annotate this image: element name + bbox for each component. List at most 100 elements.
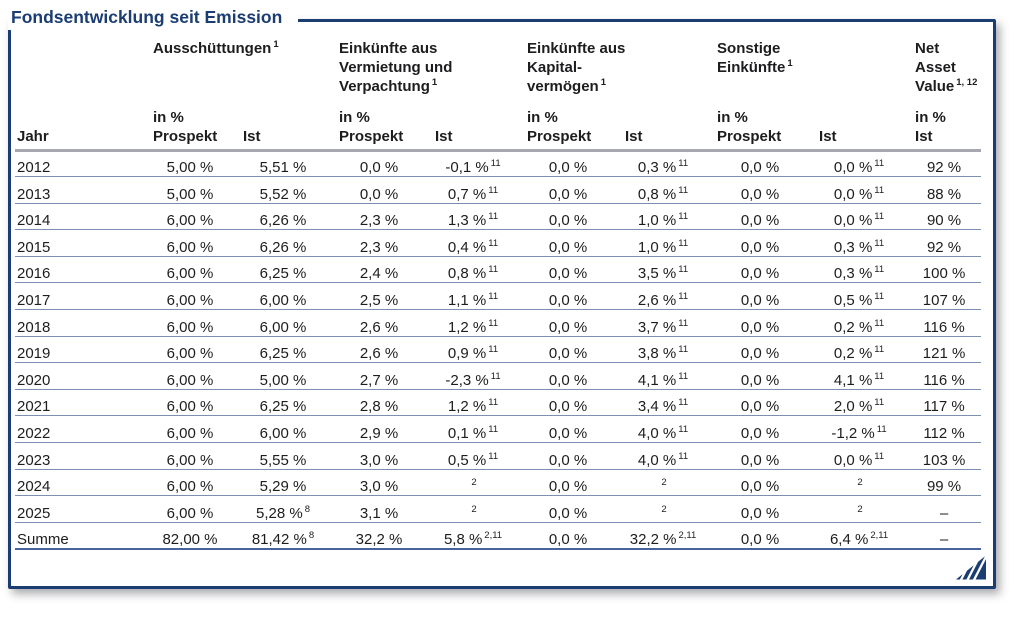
group-header-spacer: [15, 22, 145, 104]
value-cell: 1,0 % 11: [637, 211, 689, 230]
footnote-marker: 11: [678, 450, 689, 462]
table-row: 2018 6,00 % 6,00 % 2,6 % 1,2 % 11 0,0 % 3,7 % 11…: [15, 309, 982, 337]
group-header-net-asset-value: Net Asset Value 1, 12: [915, 40, 978, 96]
value-cell: 0,0 %: [548, 345, 588, 363]
value-cell: 3,0 %: [359, 451, 399, 469]
value-cell: 6,00 %: [259, 425, 307, 443]
value-cell: 5,00 %: [259, 371, 307, 389]
value-cell: 0,0 %: [740, 398, 780, 416]
year-cell: 2022: [17, 425, 51, 443]
value-cell: 112 %: [923, 425, 965, 443]
year-cell: 2021: [17, 398, 51, 416]
value-cell: 1,2 % 11: [447, 317, 499, 336]
in-percent-label: in %: [153, 109, 184, 126]
footnote-marker: 11: [488, 184, 499, 196]
value-cell: –: [939, 504, 949, 522]
in-percent-label: in %: [915, 109, 946, 126]
footnote-marker: 2: [857, 477, 863, 489]
value-cell: 0,0 % 11: [833, 184, 885, 203]
value-cell: 2,4 %: [359, 265, 399, 283]
value-cell: 0,3 % 11: [637, 158, 689, 177]
value-cell: 0,0 %: [740, 292, 780, 310]
col-header-ist: Ist: [915, 127, 933, 145]
footnote-marker: 11: [678, 291, 689, 303]
footnote-marker: 11: [874, 291, 885, 303]
table-row: 2013 5,00 % 5,52 % 0,0 % 0,7 % 11 0,0 % 0,8 % 11…: [15, 176, 982, 204]
col-header-ist: Ist: [819, 127, 837, 145]
footnote-marker: 11: [874, 184, 885, 196]
footnote-marker: 11: [678, 237, 689, 249]
value-cell: 0,0 %: [740, 159, 780, 177]
year-cell: 2017: [17, 292, 51, 310]
value-cell: 5,29 %: [259, 478, 307, 496]
footnote-marker: 2: [857, 503, 863, 515]
value-cell: 0,0 %: [548, 504, 588, 522]
value-cell: 0,0 %: [548, 371, 588, 389]
summe-row: Summe 82,00 % 81,42 % 8 32,2 % 5,8 % 2,11 0,0 %…: [15, 522, 982, 549]
value-cell: 0,0 %: [548, 530, 588, 548]
value-cell: 2,6 %: [359, 318, 399, 336]
value-cell: 2,5 %: [359, 292, 399, 310]
value-cell: 0,7 % 11: [447, 184, 499, 203]
value-cell: 0,3 % 11: [833, 264, 885, 283]
value-cell: 3,0 %: [359, 478, 399, 496]
value-cell: 5,00 %: [166, 159, 214, 177]
footnote-marker: 11: [874, 158, 885, 170]
year-cell: 2025: [17, 504, 51, 522]
value-cell: 32,2 % 2,11: [629, 529, 697, 548]
value-cell: 0,0 %: [548, 451, 588, 469]
value-cell: 0,0 %: [740, 371, 780, 389]
value-cell: 6,25 %: [259, 265, 307, 283]
value-cell: 121 %: [922, 345, 966, 363]
value-cell: 6,25 %: [259, 345, 307, 363]
year-cell: Summe: [17, 530, 69, 548]
value-cell: 0,0 %: [548, 318, 588, 336]
value-cell: 0,0 %: [740, 212, 780, 230]
footnote-marker: 11: [874, 237, 885, 249]
footnote-marker: 1, 12: [956, 77, 978, 89]
footnote-marker: 11: [488, 344, 499, 356]
fund-performance-table: Ausschüttungen 1 Einkünfte aus Vermietung…: [15, 22, 982, 550]
footnote-marker: 11: [678, 344, 689, 356]
value-cell: 0,0 %: [359, 185, 399, 203]
value-cell: 2: [811, 496, 907, 523]
page-title: Fondsentwicklung seit Emission: [8, 7, 299, 31]
value-cell: 5,8 % 2,11: [443, 529, 503, 548]
value-cell: 3,5 % 11: [637, 264, 689, 283]
footnote-marker: 2,11: [870, 529, 889, 541]
col-header-ist: Ist: [243, 127, 261, 145]
value-cell: 1,3 % 11: [447, 211, 499, 230]
footnote-marker: 1: [273, 39, 279, 50]
value-cell: 0,0 %: [740, 504, 780, 522]
value-cell: 0,0 % 11: [833, 158, 885, 177]
value-cell: 1,1 % 11: [447, 291, 499, 310]
value-cell: 0,0 %: [740, 345, 780, 363]
year-cell: 2014: [17, 212, 51, 230]
value-cell: 6,00 %: [166, 451, 214, 469]
year-cell: 2024: [17, 478, 51, 496]
value-cell: 90 %: [926, 212, 962, 230]
value-cell: 0,0 %: [740, 451, 780, 469]
value-cell: 6,00 %: [259, 318, 307, 336]
year-cell: 2013: [17, 185, 51, 203]
year-cell: 2019: [17, 345, 51, 363]
table-row: 2025 6,00 % 5,28 % 8 3,1 % 2 0,0 % 2 0,0 % 2 –: [15, 495, 982, 523]
value-cell: 2: [811, 469, 907, 496]
value-cell: 0,0 % 11: [833, 450, 885, 469]
value-cell: 0,8 % 11: [447, 264, 499, 283]
value-cell: 4,1 % 11: [637, 370, 689, 389]
value-cell: 2: [617, 496, 709, 523]
footnote-marker: 2: [471, 503, 477, 515]
footnote-marker: 11: [488, 237, 499, 249]
group-header-sonstige-einkuenfte: Sonstige Einkünfte 1: [717, 40, 793, 77]
col-header-ist: Ist: [435, 127, 453, 145]
in-percent-label: in %: [339, 109, 370, 126]
value-cell: 107 %: [922, 292, 966, 310]
value-cell: 4,1 % 11: [833, 370, 885, 389]
value-cell: 2,3 %: [359, 212, 399, 230]
value-cell: 99 %: [926, 478, 962, 496]
footnote-marker: 11: [678, 264, 689, 276]
value-cell: 2,9 %: [359, 425, 399, 443]
year-cell: 2023: [17, 451, 51, 469]
value-cell: 0,0 %: [359, 159, 399, 177]
